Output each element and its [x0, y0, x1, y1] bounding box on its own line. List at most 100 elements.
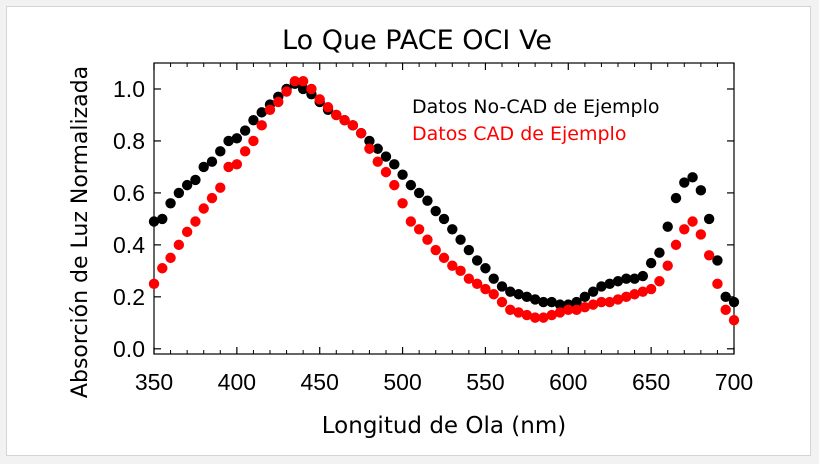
cad-point — [256, 120, 267, 131]
cad-point — [438, 252, 450, 264]
non-cad-point — [181, 179, 193, 191]
cad-point — [289, 75, 301, 87]
cad-point — [355, 127, 367, 139]
non-cad-point — [165, 198, 176, 209]
cad-point — [505, 304, 516, 316]
y-tick-label: 0.6 — [113, 180, 145, 206]
x-tick-label: 650 — [632, 369, 670, 395]
non-cad-point — [455, 234, 466, 245]
cad-point — [513, 307, 524, 318]
non-cad-point — [546, 296, 557, 308]
cad-point — [546, 309, 557, 321]
x-tick-label: 700 — [715, 369, 753, 395]
cad-point — [389, 179, 400, 191]
non-cad-point — [413, 187, 425, 199]
non-cad-point — [463, 244, 475, 256]
cad-point — [306, 83, 317, 95]
non-cad-point — [389, 159, 400, 170]
cad-point — [728, 315, 740, 326]
y-axis-label: Absorción de Luz Normalizada — [68, 66, 93, 398]
y-axis-ticks: 0.0 0.2 0.4 0.6 0.8 1.0 — [113, 76, 734, 362]
cad-point — [148, 278, 160, 290]
cad-point — [206, 192, 218, 204]
cad-point — [621, 291, 632, 303]
y-tick-label: 0.0 — [113, 336, 145, 362]
non-cad-point — [687, 172, 698, 183]
cad-point — [455, 265, 466, 277]
cad-point — [430, 244, 441, 256]
chart-svg: Lo Que PACE OCI Ve 0.0 0.2 0.4 0.6 0.8 1.0 35… — [68, 25, 753, 439]
non-cad-point — [206, 156, 218, 167]
non-cad-point — [662, 221, 673, 232]
non-cad-point — [173, 187, 185, 199]
non-cad-point — [571, 296, 582, 308]
cad-point — [488, 289, 499, 300]
cad-point — [695, 229, 707, 240]
cad-point — [637, 286, 649, 297]
cad-point — [198, 203, 209, 214]
cad-point — [720, 304, 731, 316]
chart-frame: Lo Que PACE OCI Ve 0.0 0.2 0.4 0.6 0.8 1.0 35… — [6, 6, 811, 456]
cad-point — [248, 135, 259, 147]
cad-point — [604, 296, 615, 308]
non-cad-point — [198, 161, 209, 173]
cad-point — [654, 276, 665, 287]
plot-area-frame — [153, 62, 735, 355]
non-cad-point — [297, 83, 309, 95]
non-cad-point — [513, 289, 524, 300]
non-cad-point — [703, 213, 715, 225]
non-cad-point — [538, 296, 549, 308]
non-cad-point — [645, 257, 657, 269]
non-cad-point — [587, 286, 599, 297]
chart-title: Lo Que PACE OCI Ve — [282, 25, 552, 56]
non-cad-point — [157, 213, 168, 225]
cad-point — [629, 289, 640, 300]
non-cad-point — [380, 151, 392, 162]
cad-point — [670, 239, 682, 251]
non-cad-point — [364, 135, 375, 147]
x-tick-label: 400 — [218, 369, 256, 395]
cad-point — [447, 260, 458, 271]
non-cad-point — [554, 299, 566, 310]
cad-point — [471, 278, 483, 290]
cad-point — [538, 312, 549, 323]
non-cad-point — [629, 273, 640, 284]
cad-point — [157, 263, 168, 274]
cad-point — [190, 216, 201, 227]
non-cad-point — [637, 270, 649, 282]
cad-point — [264, 104, 276, 115]
non-cad-point — [248, 114, 259, 126]
cad-point — [645, 283, 657, 295]
cad-point — [554, 307, 566, 318]
cad-point — [215, 182, 226, 193]
data-points — [148, 75, 740, 326]
cad-point — [521, 309, 533, 321]
x-axis-ticks: 350 400 450 500 550 600 650 700 — [135, 63, 753, 395]
non-cad-point — [621, 273, 632, 284]
cad-point — [703, 250, 715, 261]
cad-point — [239, 146, 251, 157]
cad-point — [297, 75, 309, 87]
cad-point — [712, 278, 723, 290]
y-tick-label: 0.4 — [113, 232, 145, 258]
cad-point — [173, 239, 185, 251]
cad-point — [181, 226, 193, 238]
non-cad-point — [372, 143, 383, 154]
y-tick-label: 0.2 — [113, 284, 145, 310]
cad-point — [480, 283, 491, 295]
cad-point — [413, 224, 425, 235]
cad-point — [571, 304, 582, 316]
non-cad-point — [148, 216, 160, 227]
non-cad-point — [430, 205, 441, 217]
non-cad-point — [728, 296, 740, 308]
non-cad-point — [612, 276, 624, 287]
x-tick-label: 600 — [549, 369, 587, 395]
non-cad-point — [695, 185, 707, 196]
cad-point — [563, 304, 574, 316]
cad-point — [331, 109, 342, 121]
non-cad-point — [190, 174, 201, 186]
non-cad-point — [480, 263, 491, 274]
non-cad-point — [670, 192, 682, 204]
non-cad-point — [256, 107, 267, 118]
legend-entry-cad: Datos CAD de Ejemplo — [412, 123, 626, 145]
